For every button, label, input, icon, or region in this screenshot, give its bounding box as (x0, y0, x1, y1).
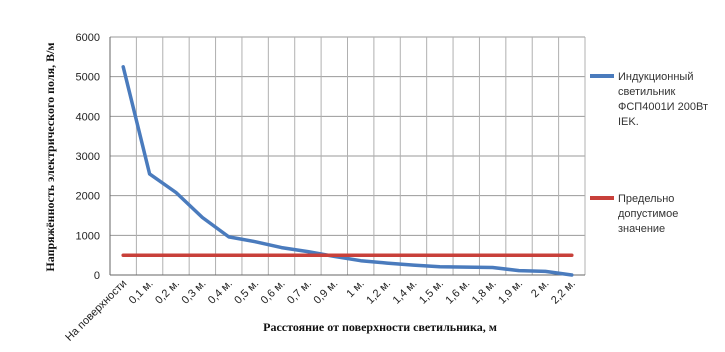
y-tick-label: 2000 (76, 191, 100, 203)
y-tick-label: 5000 (76, 72, 100, 84)
x-tick-label: На поверхности (63, 278, 129, 344)
x-tick-label: 1,8 м. (470, 278, 499, 307)
x-tick-label: 0,9 м. (311, 278, 340, 307)
y-tick-label: 1000 (76, 230, 100, 242)
axes (109, 37, 585, 276)
y-tick-label: 0 (94, 270, 100, 282)
x-tick-label: 1 м. (344, 278, 366, 300)
legend: Индукционный светильник ФСП4001И 200Вт IEK.… (590, 71, 708, 235)
x-tick-label: 1,2 м. (364, 278, 393, 307)
grid (109, 36, 586, 276)
x-tick-label: 0,5 м. (232, 278, 261, 307)
legend-label-1: Индукционный светильник ФСП4001И 200Вт IEK. (618, 71, 708, 128)
x-axis-title: Расстояние от поверхности светильника, м (263, 320, 497, 334)
x-tick-label: 2 м. (529, 278, 551, 300)
x-tick-label: 0,2 м. (153, 278, 182, 307)
x-tick-label: 0,6 м. (259, 278, 288, 307)
x-tick-label: 2,2 м. (549, 278, 578, 307)
x-tick-label: 1,9 м. (496, 278, 525, 307)
series-line-1 (121, 65, 574, 277)
x-tick-label: 0,7 м. (285, 278, 314, 307)
x-tick-label: 1,5 м. (417, 278, 446, 307)
x-tick-label: 1,4 м. (391, 278, 420, 307)
series-group (121, 65, 574, 277)
y-tick-label: 6000 (76, 32, 100, 44)
x-tick-label: 1,6 м. (443, 278, 472, 307)
y-axis-title: Напряжённость электрического поля, В/м (43, 42, 57, 271)
x-tick-label: 0,1 м. (127, 278, 156, 307)
x-tick-label: 0,3 м. (180, 278, 209, 307)
y-tick-label: 4000 (76, 111, 100, 123)
legend-label-2: Предельно допустимое значение (618, 193, 678, 235)
x-tick-label: 0,4 м. (206, 278, 235, 307)
y-tick-labels: 0 1000 2000 3000 4000 5000 6000 (76, 32, 100, 282)
y-tick-label: 3000 (76, 151, 100, 163)
